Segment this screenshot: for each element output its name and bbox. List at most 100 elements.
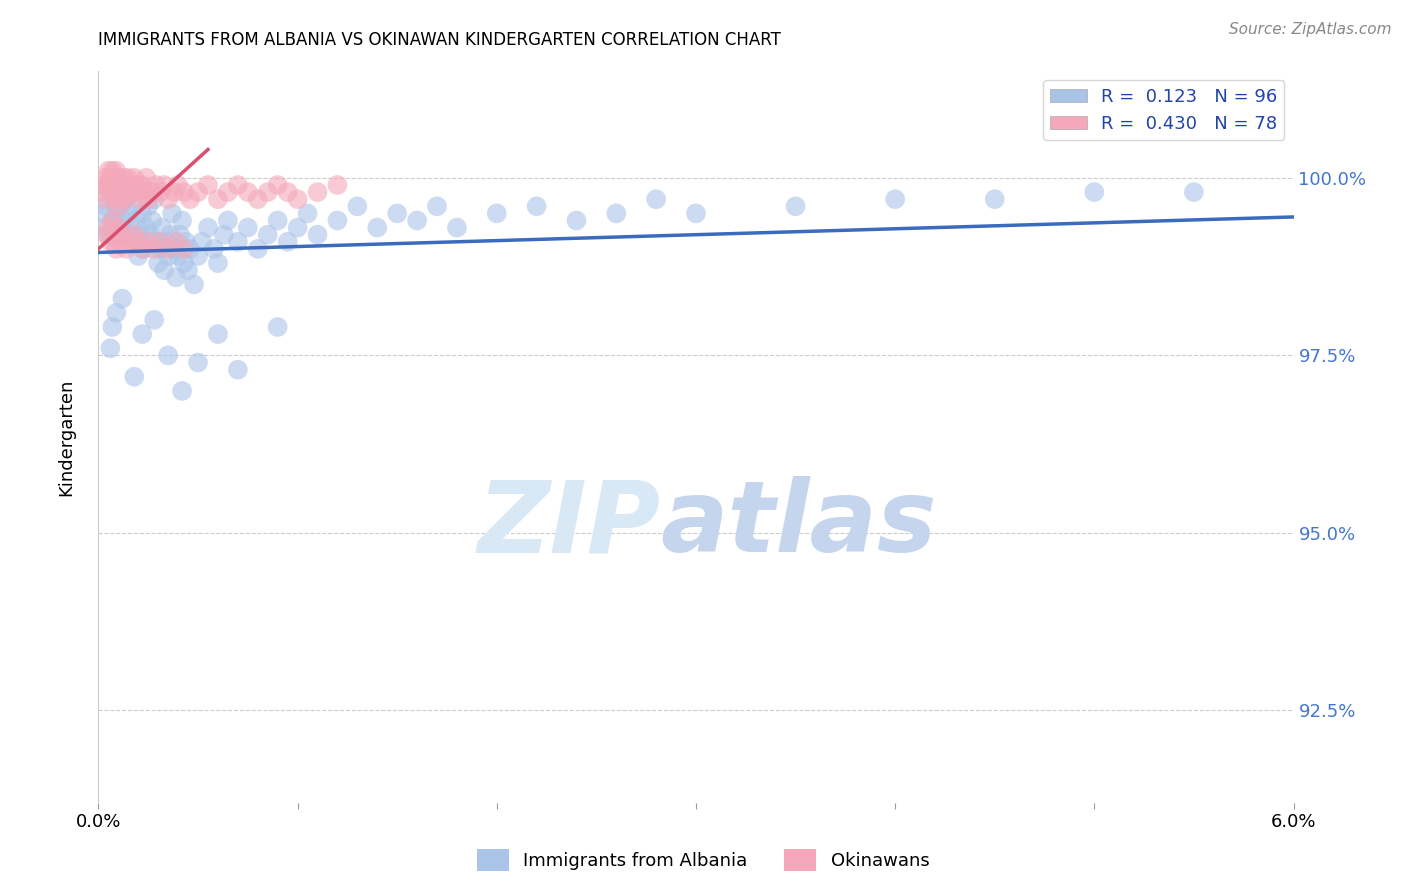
Point <box>169 227 191 242</box>
Point <box>101 178 124 192</box>
Point <box>111 178 134 192</box>
Point <box>124 235 146 249</box>
Point <box>145 235 167 249</box>
Point <box>173 256 195 270</box>
Point <box>984 192 1007 206</box>
Point <box>125 185 148 199</box>
Point <box>107 199 129 213</box>
Point <box>111 192 134 206</box>
Point <box>217 185 239 199</box>
Point <box>167 249 190 263</box>
Point <box>148 256 170 270</box>
Point <box>139 227 162 242</box>
Point <box>157 192 180 206</box>
Point <box>101 213 124 227</box>
Point <box>101 213 124 227</box>
Point <box>105 163 128 178</box>
Point <box>326 213 349 227</box>
Point <box>127 235 149 249</box>
Point <box>97 220 120 235</box>
Point <box>134 185 156 199</box>
Point <box>173 185 195 199</box>
Point <box>179 242 201 256</box>
Point <box>105 206 128 220</box>
Point <box>107 178 129 192</box>
Point <box>131 178 153 192</box>
Point <box>136 235 159 249</box>
Point <box>191 235 214 249</box>
Point <box>485 206 508 220</box>
Point <box>117 170 139 185</box>
Point <box>110 170 132 185</box>
Point <box>226 362 249 376</box>
Point <box>129 227 152 242</box>
Point <box>115 227 138 242</box>
Point <box>884 192 907 206</box>
Legend: Immigrants from Albania, Okinawans: Immigrants from Albania, Okinawans <box>470 842 936 879</box>
Point <box>212 227 235 242</box>
Point <box>236 220 259 235</box>
Point <box>197 220 219 235</box>
Point <box>526 199 548 213</box>
Point <box>267 178 290 192</box>
Point <box>202 242 225 256</box>
Point <box>117 206 139 220</box>
Point <box>346 199 368 213</box>
Point <box>207 327 229 342</box>
Point <box>110 235 132 249</box>
Point <box>129 192 152 206</box>
Point <box>1182 185 1205 199</box>
Y-axis label: Kindergarten: Kindergarten <box>56 378 75 496</box>
Point <box>177 263 200 277</box>
Text: atlas: atlas <box>661 476 936 574</box>
Point <box>112 192 135 206</box>
Point <box>91 220 114 235</box>
Point <box>217 213 239 227</box>
Point <box>127 249 149 263</box>
Point <box>135 170 157 185</box>
Legend: R =  0.123   N = 96, R =  0.430   N = 78: R = 0.123 N = 96, R = 0.430 N = 78 <box>1043 80 1285 140</box>
Point <box>406 213 429 227</box>
Point <box>366 220 388 235</box>
Point <box>163 185 186 199</box>
Point <box>97 163 120 178</box>
Point <box>160 206 183 220</box>
Point <box>287 192 309 206</box>
Point <box>165 235 187 249</box>
Point <box>107 220 129 235</box>
Point <box>93 178 115 192</box>
Point <box>287 220 309 235</box>
Point <box>136 192 159 206</box>
Point <box>121 199 143 213</box>
Point <box>98 235 122 249</box>
Point <box>297 206 319 220</box>
Point <box>565 213 588 227</box>
Point <box>246 192 269 206</box>
Point <box>187 185 209 199</box>
Point <box>120 185 142 199</box>
Point <box>197 178 219 192</box>
Point <box>103 227 125 242</box>
Point <box>105 306 128 320</box>
Point <box>256 227 278 242</box>
Point <box>96 227 118 242</box>
Point <box>97 178 120 192</box>
Point <box>134 242 156 256</box>
Point <box>155 235 177 249</box>
Point <box>143 242 166 256</box>
Point <box>136 199 159 213</box>
Point <box>115 242 138 256</box>
Point <box>105 185 128 199</box>
Point <box>159 227 181 242</box>
Point <box>179 192 201 206</box>
Point <box>246 242 269 256</box>
Point <box>385 206 409 220</box>
Point <box>105 242 128 256</box>
Point <box>125 213 148 227</box>
Point <box>96 192 118 206</box>
Text: Source: ZipAtlas.com: Source: ZipAtlas.com <box>1229 22 1392 37</box>
Point <box>183 277 205 292</box>
Point <box>1083 185 1105 199</box>
Point <box>98 170 122 185</box>
Point <box>165 270 187 285</box>
